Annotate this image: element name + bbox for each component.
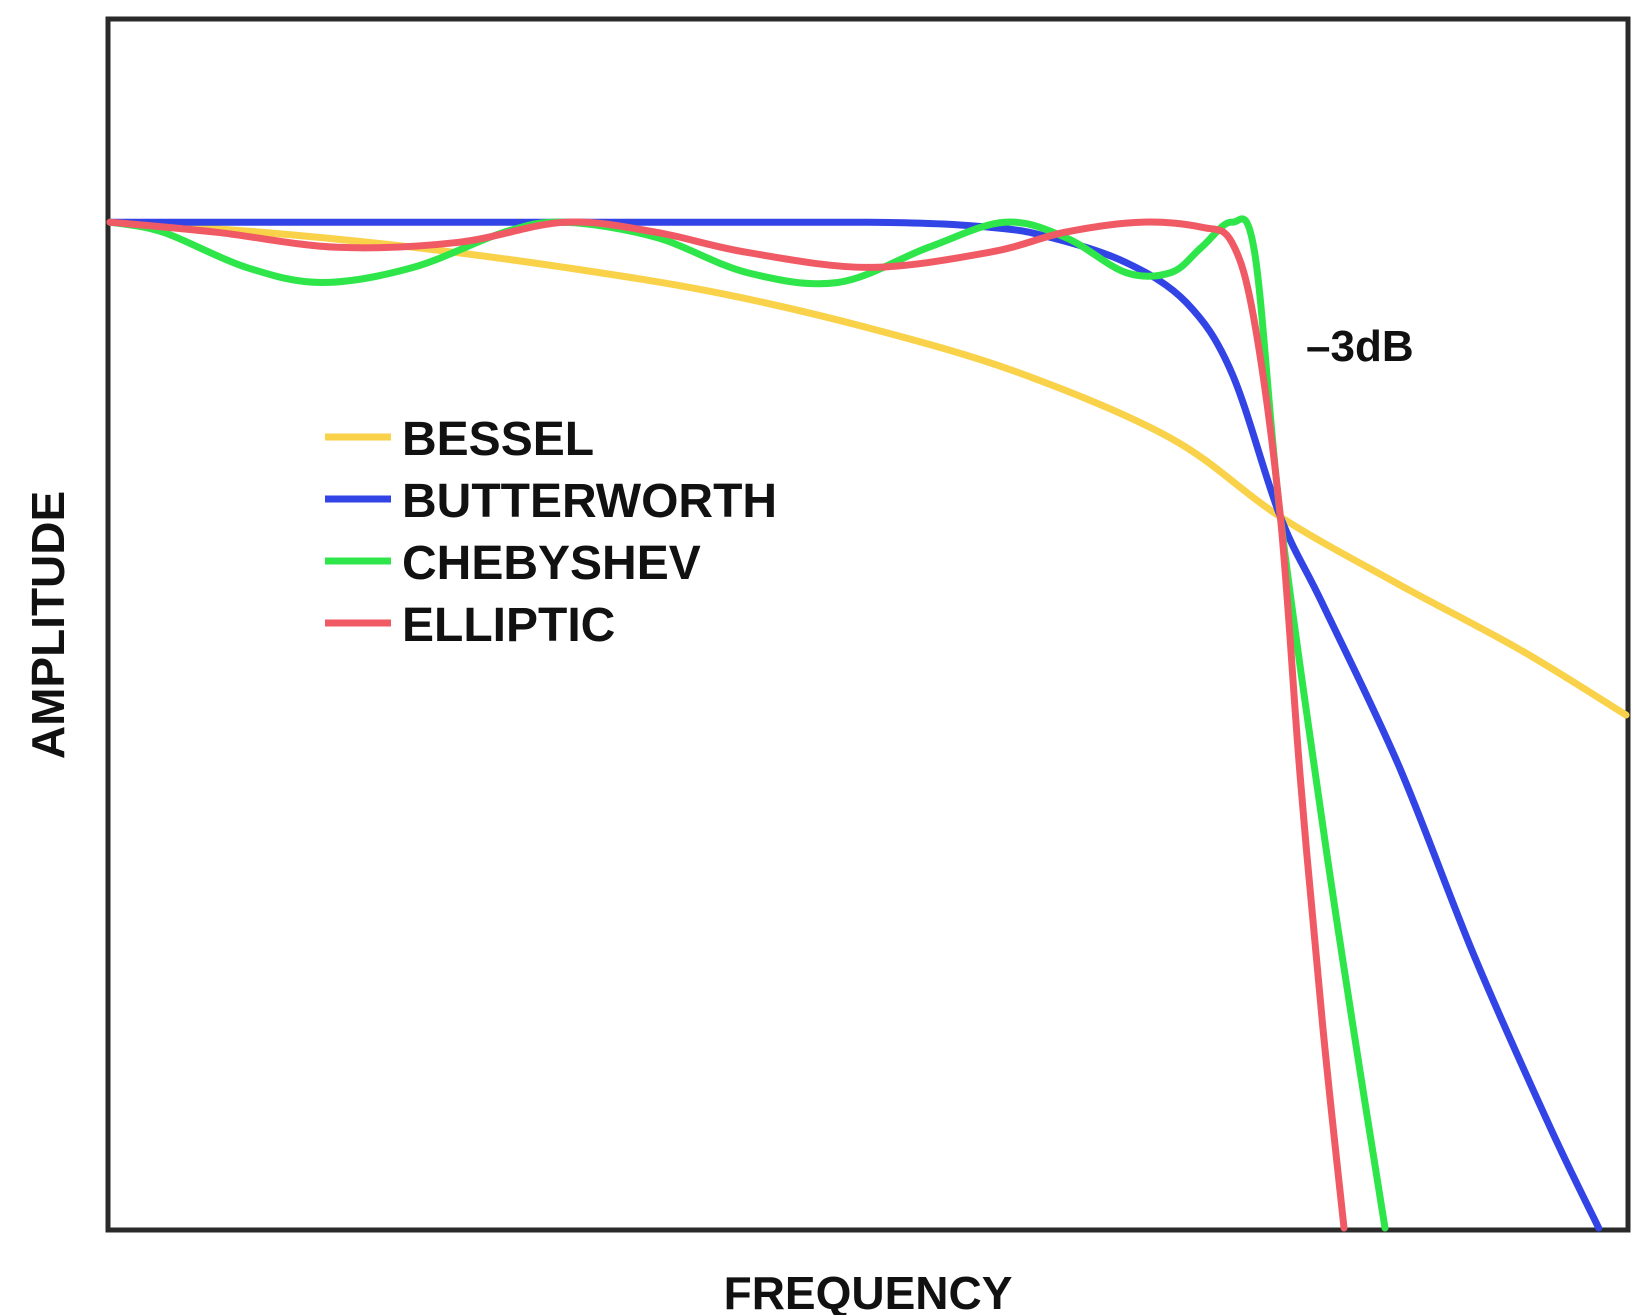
y-axis-title: AMPLITUDE xyxy=(22,491,74,759)
series-layer xyxy=(106,215,1630,1232)
x-axis-title: FREQUENCY xyxy=(724,1267,1013,1315)
legend-item-butterworth: BUTTERWORTH xyxy=(325,475,777,528)
legend: BESSEL BUTTERWORTH CHEBYSHEV ELLIPTIC xyxy=(325,413,777,652)
series-line-butterworth xyxy=(106,218,1603,1232)
legend-label-elliptic: ELLIPTIC xyxy=(402,599,615,652)
minus-3db-annotation: –3dB xyxy=(1306,322,1414,371)
legend-item-elliptic: ELLIPTIC xyxy=(325,599,615,652)
plot-frame xyxy=(105,16,1631,1233)
series-line-bessel xyxy=(106,218,1630,719)
legend-item-chebyshev: CHEBYSHEV xyxy=(325,537,701,590)
legend-label-bessel: BESSEL xyxy=(402,413,594,466)
series-line-chebyshev xyxy=(106,215,1389,1232)
legend-label-butterworth: BUTTERWORTH xyxy=(402,475,777,528)
series-line-elliptic xyxy=(106,218,1348,1232)
legend-item-bessel: BESSEL xyxy=(325,413,594,466)
legend-label-chebyshev: CHEBYSHEV xyxy=(402,537,701,590)
